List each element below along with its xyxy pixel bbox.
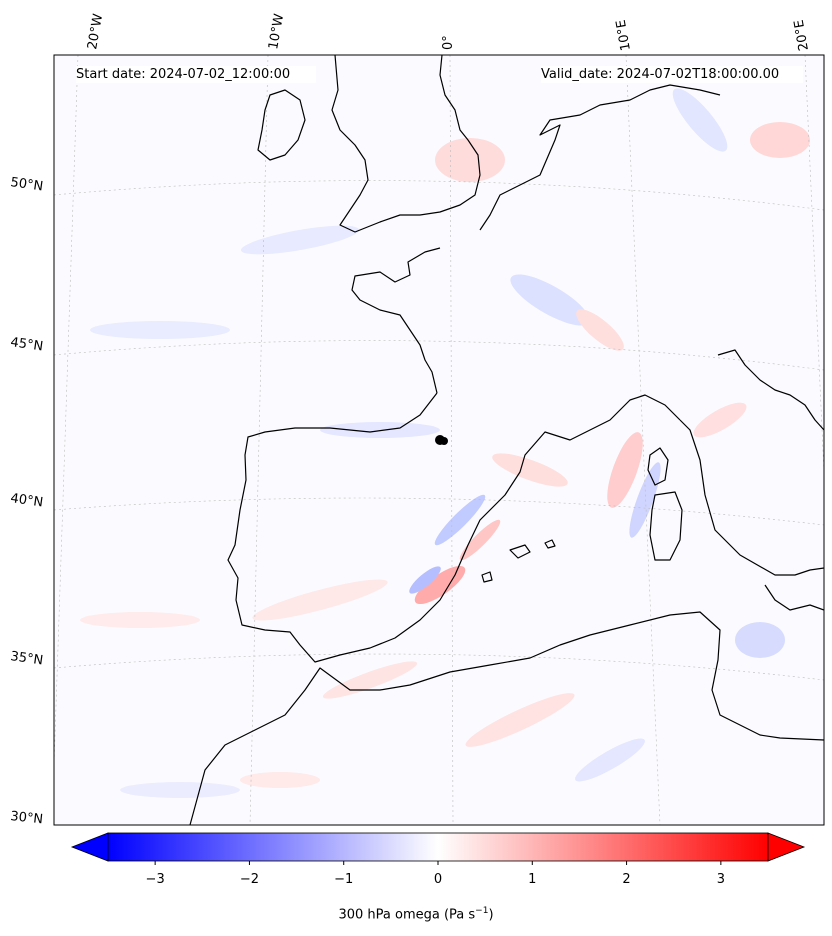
lon-label: 20°E: [792, 19, 812, 52]
lon-label: 10°W: [266, 13, 287, 51]
colorbar-tick-label: −3: [146, 872, 165, 887]
colorbar-tick-label: −1: [334, 872, 353, 887]
lon-label: 0°: [441, 35, 456, 50]
colorbar: −3 −2 −1 0 1 2 3: [70, 832, 806, 887]
start-date-label: Start date: 2024-07-02_12:00:00: [76, 66, 316, 83]
britain-coast: [331, 55, 481, 233]
sardinia: [649, 491, 683, 561]
africa-coast: [189, 611, 824, 825]
colorbar-extend-low: [70, 832, 109, 862]
map-frame: [53, 54, 825, 826]
colorbar-gradient: [107, 832, 769, 862]
graticule: [54, 55, 824, 825]
lon-labels: 20°W 10°W 0° 10°E 20°E: [85, 13, 812, 52]
coastlines: [189, 55, 824, 825]
colorbar-label: 300 hPa omega (Pa s−1): [0, 906, 832, 922]
lat-label: 50°N: [9, 175, 44, 194]
lat-label: 35°N: [9, 649, 44, 668]
valid-date-label: Valid_date: 2024-07-02T18:00:00.00: [541, 66, 803, 83]
units-label: (Pa s: [443, 907, 476, 923]
colorbar-ticks: −3 −2 −1 0 1 2 3: [146, 861, 725, 887]
italy-coast: [679, 419, 824, 576]
iberia-coast: [351, 247, 441, 394]
lat-label: 40°N: [9, 491, 44, 510]
variable-name: 300 hPa omega: [338, 907, 440, 923]
colorbar-tick-label: 3: [717, 872, 725, 887]
colorbar-tick-label: 0: [434, 872, 442, 887]
units-exponent: −1: [475, 906, 489, 916]
colorbar-extend-high: [767, 832, 806, 862]
ireland-coast: [257, 89, 306, 161]
colorbar-tick-label: 2: [622, 872, 630, 887]
omega-field: [80, 88, 810, 798]
colorbar-tick-label: −2: [240, 872, 259, 887]
lat-label: 30°N: [10, 809, 44, 827]
lon-label: 20°W: [85, 13, 106, 51]
units-close: ): [488, 907, 494, 923]
lat-labels: 50°N 45°N 40°N 35°N 30°N: [9, 175, 44, 827]
corsica: [647, 447, 669, 486]
colorbar-tick-label: 1: [528, 872, 536, 887]
map-panel: [54, 55, 824, 825]
lon-label: 10°E: [614, 19, 634, 52]
lat-label: 45°N: [9, 335, 44, 354]
